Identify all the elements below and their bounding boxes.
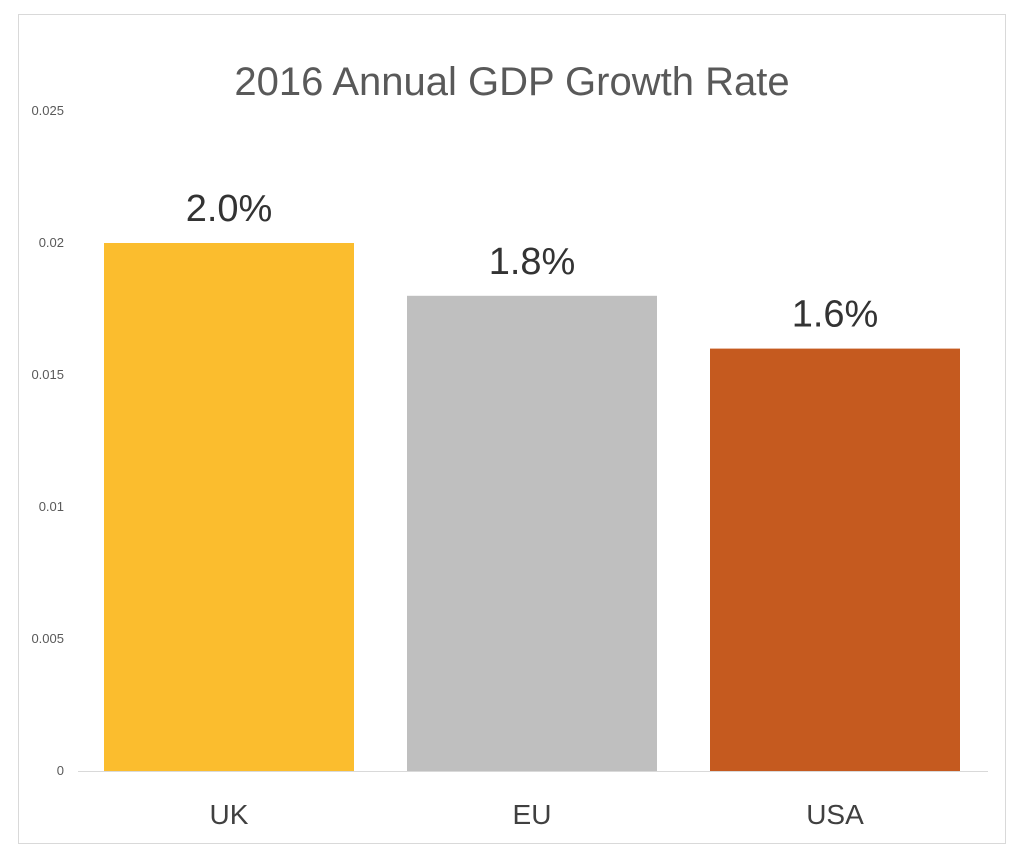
y-tick-label: 0.005 — [31, 631, 64, 646]
bars — [104, 243, 960, 771]
data-label: 2.0% — [186, 188, 273, 230]
y-tick-label: 0.01 — [39, 499, 64, 514]
bar-uk — [104, 243, 354, 771]
chart-title: 2016 Annual GDP Growth Rate — [234, 60, 789, 104]
x-tick-label: EU — [513, 799, 552, 830]
bar-eu — [407, 295, 657, 771]
x-axis: UK EU USA — [78, 771, 988, 830]
y-axis: 0 0.005 0.01 0.015 0.02 0.025 — [31, 103, 64, 778]
y-tick-label: 0.02 — [39, 235, 64, 250]
x-tick-label: UK — [210, 799, 249, 830]
y-tick-label: 0.025 — [31, 103, 64, 118]
bar-usa — [710, 348, 960, 771]
data-label: 1.6% — [792, 294, 879, 336]
data-label: 1.8% — [489, 241, 576, 283]
data-labels: 2.0% 1.8% 1.6% — [186, 188, 879, 336]
y-tick-label: 0.015 — [31, 367, 64, 382]
y-tick-label: 0 — [57, 763, 64, 778]
x-tick-label: USA — [806, 799, 864, 830]
